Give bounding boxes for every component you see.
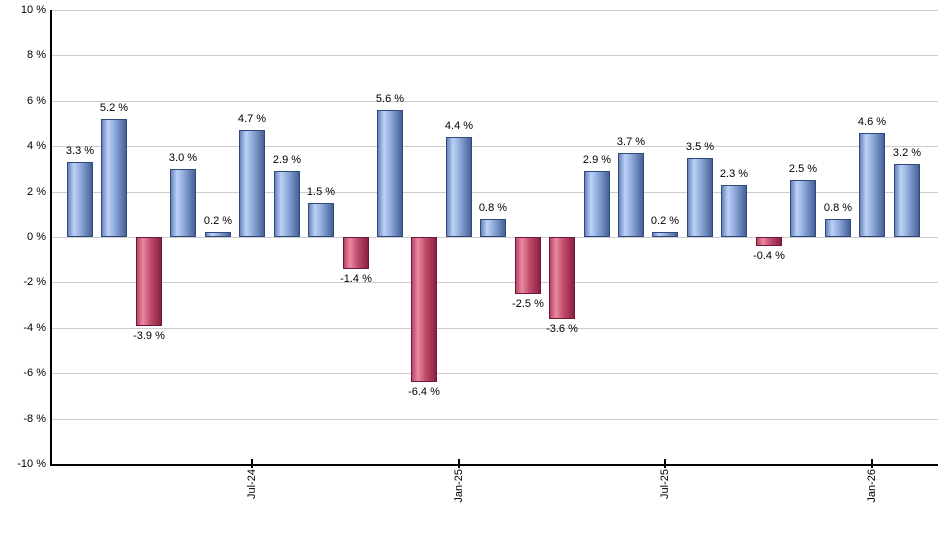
bar-value-label: 4.4 % (444, 120, 474, 132)
bar-value-label: -6.4 % (408, 386, 440, 398)
bar-positive (308, 203, 334, 237)
bar-positive (274, 171, 300, 237)
bar-positive (721, 185, 747, 237)
y-axis-line (50, 10, 52, 466)
gridline (52, 373, 938, 374)
bar-positive (239, 130, 265, 237)
y-axis-label: 10 % (20, 4, 46, 16)
gridline (52, 101, 938, 102)
bar-positive (377, 110, 403, 237)
y-axis-label: 6 % (27, 95, 46, 107)
x-axis-tick (871, 459, 873, 468)
bar-value-label: 1.5 % (306, 186, 336, 198)
x-axis-tick-label: Jan-25 (453, 469, 465, 503)
y-axis-label: 4 % (27, 140, 46, 152)
bar-positive (480, 219, 506, 237)
bar-value-label: -0.4 % (753, 250, 785, 262)
y-axis-label: 8 % (27, 49, 46, 61)
bar-value-label: 0.8 % (478, 202, 508, 214)
bar-positive (67, 162, 93, 237)
y-axis-label: -6 % (23, 367, 46, 379)
y-axis-label: 0 % (27, 231, 46, 243)
x-axis-line (50, 464, 938, 466)
bar-value-label: 2.9 % (582, 154, 612, 166)
bar-value-label: 0.2 % (203, 215, 233, 227)
bar-positive (618, 153, 644, 237)
bar-negative (136, 237, 162, 326)
gridline (52, 328, 938, 329)
gridline (52, 192, 938, 193)
bar-value-label: 5.2 % (99, 102, 129, 114)
bar-positive (825, 219, 851, 237)
bar-value-label: -2.5 % (512, 298, 544, 310)
gridline (52, 237, 938, 238)
x-axis-tick (458, 459, 460, 468)
bar-value-label: 2.3 % (719, 168, 749, 180)
bar-positive (894, 164, 920, 237)
bar-value-label: 4.6 % (857, 116, 887, 128)
bar-positive (687, 158, 713, 237)
bar-negative (549, 237, 575, 319)
bar-positive (205, 232, 231, 237)
bar-value-label: 5.6 % (375, 93, 405, 105)
bar-positive (170, 169, 196, 237)
gridline (52, 55, 938, 56)
bar-value-label: 3.2 % (892, 147, 922, 159)
y-axis-label: -10 % (17, 458, 46, 470)
bar-negative (515, 237, 541, 294)
y-axis-label: -4 % (23, 322, 46, 334)
gridline (52, 10, 938, 11)
bar-positive (584, 171, 610, 237)
bar-positive (101, 119, 127, 237)
bar-value-label: 3.7 % (616, 136, 646, 148)
bar-value-label: 4.7 % (237, 113, 267, 125)
y-axis-label: -8 % (23, 413, 46, 425)
bar-positive (652, 232, 678, 237)
gridline (52, 419, 938, 420)
bar-value-label: -1.4 % (340, 273, 372, 285)
bar-value-label: 3.0 % (168, 152, 198, 164)
bar-value-label: 2.5 % (788, 163, 818, 175)
bar-negative (756, 237, 782, 246)
gridline (52, 146, 938, 147)
bar-positive (790, 180, 816, 237)
x-axis-tick-label: Jul-24 (246, 469, 258, 499)
bar-value-label: 3.3 % (65, 145, 95, 157)
bar-value-label: 0.8 % (823, 202, 853, 214)
bar-value-label: 3.5 % (685, 141, 715, 153)
bar-negative (343, 237, 369, 269)
y-axis-label: 2 % (27, 186, 46, 198)
bar-positive (859, 133, 885, 237)
bar-value-label: -3.6 % (546, 323, 578, 335)
gridline (52, 282, 938, 283)
bar-value-label: -3.9 % (133, 330, 165, 342)
bar-value-label: 0.2 % (650, 215, 680, 227)
x-axis-tick-label: Jan-26 (866, 469, 878, 503)
bar-positive (446, 137, 472, 237)
y-axis-label: -2 % (23, 276, 46, 288)
x-axis-tick-label: Jul-25 (659, 469, 671, 499)
bar-value-label: 2.9 % (272, 154, 302, 166)
bar-negative (411, 237, 437, 382)
x-axis-tick (664, 459, 666, 468)
x-axis-tick (251, 459, 253, 468)
